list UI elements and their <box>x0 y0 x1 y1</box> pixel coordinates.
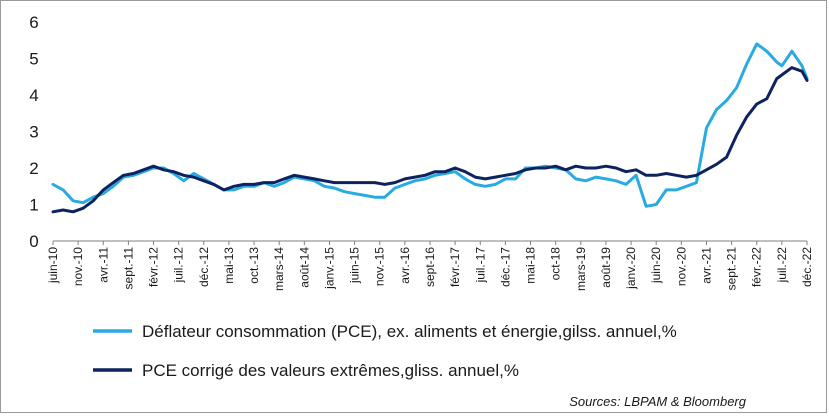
x-tick-label: avr.-21 <box>699 247 713 284</box>
y-tick-label: 1 <box>29 196 38 215</box>
y-tick-label: 3 <box>29 123 38 142</box>
legend-item-pce-trimmed: PCE corrigé des valeurs extrêmes,gliss. … <box>93 361 519 380</box>
source-note: Sources: LBPAM & Bloomberg <box>569 394 747 409</box>
x-tick-label: juil.-17 <box>473 247 487 284</box>
x-tick-label: janv.-20 <box>624 247 638 290</box>
legend-label-pce-headline: Déflateur consommation (PCE), ex. alimen… <box>142 322 677 341</box>
legend-item-pce-headline: Déflateur consommation (PCE), ex. alimen… <box>93 322 677 341</box>
x-tick-label: févr.-22 <box>750 247 764 287</box>
series-line-pce-headline <box>51 42 809 208</box>
y-tick-label: 5 <box>29 50 38 69</box>
x-tick-label: oct-18 <box>549 247 563 281</box>
y-tick-label: 4 <box>29 86 38 105</box>
x-tick-label: avr.-11 <box>96 247 110 283</box>
x-tick-label: mai-18 <box>524 247 538 284</box>
x-tick-label: nov.-20 <box>674 247 688 286</box>
x-tick-label: juin-10 <box>46 247 60 284</box>
x-tick-label: oct.-13 <box>247 247 261 284</box>
x-tick-label: déc.-12 <box>197 247 211 287</box>
x-tick-label: sept-16 <box>423 247 437 287</box>
x-tick-label: avr.-16 <box>398 247 412 284</box>
x-tick-label: déc.-17 <box>498 247 512 287</box>
x-tick-label: févr.-12 <box>147 247 161 287</box>
x-tick-label: sept.-11 <box>121 247 135 290</box>
x-tick-label: mars-19 <box>574 247 588 291</box>
y-tick-label: 6 <box>29 13 38 32</box>
legend-label-pce-trimmed: PCE corrigé des valeurs extrêmes,gliss. … <box>142 361 519 380</box>
x-tick-label: juin-15 <box>348 247 362 284</box>
x-tick-label: juin-20 <box>649 247 663 284</box>
x-tick-label: févr.-17 <box>448 247 462 287</box>
x-tick-label: mai-13 <box>222 247 236 284</box>
x-tick-label: août-19 <box>599 247 613 288</box>
series-layer <box>51 42 809 214</box>
x-axis-ticks: juin-10 nov.-10 avr.-11 sept.-11 févr.-12 jui… <box>46 241 814 291</box>
x-tick-label: mars-14 <box>272 247 286 291</box>
y-axis-ticks: 0 1 2 3 4 5 6 <box>29 13 38 251</box>
x-tick-label: juil.-12 <box>172 247 186 284</box>
series-line-pce-trimmed <box>51 66 809 214</box>
legend: Déflateur consommation (PCE), ex. alimen… <box>93 322 677 380</box>
x-tick-label: sept.-21 <box>725 247 739 291</box>
x-tick-label: juil.-22 <box>775 247 789 284</box>
y-tick-label: 2 <box>29 159 38 178</box>
x-tick-label: janv.-15 <box>322 247 336 290</box>
x-tick-label: déc.-22 <box>800 247 814 287</box>
x-tick-label: nov.-15 <box>373 247 387 286</box>
x-tick-label: août-14 <box>297 247 311 288</box>
x-tick-label: nov.-10 <box>71 247 85 286</box>
y-tick-label: 0 <box>29 232 38 251</box>
